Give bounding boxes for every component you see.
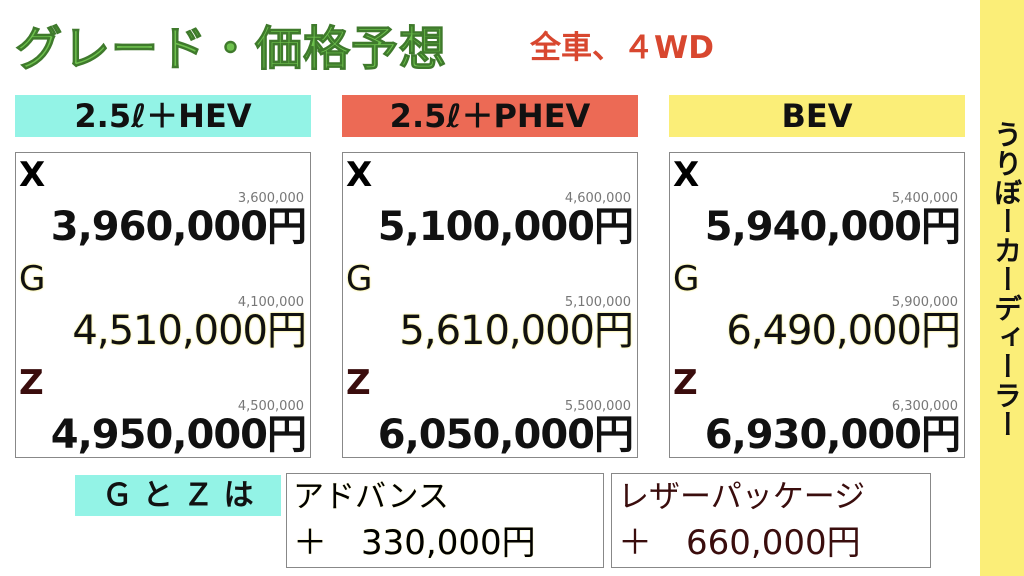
column-header-bev: BEV bbox=[669, 95, 965, 137]
grade-label: Z bbox=[673, 363, 698, 403]
banner-text: うりぼーカーディーラー bbox=[990, 120, 1023, 439]
column-header-hev: 2.5ℓ＋HEV bbox=[15, 95, 311, 137]
total-price: 4,510,000円 bbox=[72, 308, 307, 354]
grade-label: X bbox=[673, 155, 700, 195]
option-advance: アドバンス ＋ 330,000円 bbox=[286, 473, 604, 568]
grade-label: X bbox=[19, 155, 46, 195]
grade-label: Z bbox=[19, 363, 44, 403]
total-price: 5,610,000円 bbox=[399, 308, 634, 354]
option-price: ＋ 330,000円 bbox=[293, 523, 536, 563]
price-box-phev: X 4,600,000 5,100,000円 G 5,100,000 5,610,000円… bbox=[342, 152, 638, 458]
option-price: ＋ 660,000円 bbox=[618, 523, 861, 563]
grade-label: G bbox=[673, 259, 700, 299]
base-price: 4,500,000 bbox=[237, 399, 304, 414]
total-price: 3,960,000円 bbox=[50, 204, 307, 250]
total-price: 5,100,000円 bbox=[377, 204, 634, 250]
option-name: アドバンス bbox=[293, 479, 449, 515]
option-leather-package: レザーパッケージ ＋ 660,000円 bbox=[611, 473, 931, 568]
total-price: 6,490,000円 bbox=[726, 308, 961, 354]
price-box-hev: X 3,600,000 3,960,000円 G 4,100,000 4,510,000円… bbox=[15, 152, 311, 458]
page-subtitle: 全車、４WD bbox=[530, 30, 714, 66]
grade-label: G bbox=[346, 259, 373, 299]
base-price: 5,400,000 bbox=[891, 191, 958, 206]
options-label: Ｇ と Ｚ は bbox=[75, 475, 281, 516]
total-price: 6,050,000円 bbox=[377, 412, 634, 458]
total-price: 5,940,000円 bbox=[704, 204, 961, 250]
base-price: 3,600,000 bbox=[237, 191, 304, 206]
base-price: 5,100,000 bbox=[564, 295, 631, 310]
grade-label: Z bbox=[346, 363, 371, 403]
option-name: レザーパッケージ bbox=[618, 479, 866, 515]
base-price: 5,500,000 bbox=[564, 399, 631, 414]
column-header-phev: 2.5ℓ＋PHEV bbox=[342, 95, 638, 137]
base-price: 4,600,000 bbox=[564, 191, 631, 206]
total-price: 6,930,000円 bbox=[704, 412, 961, 458]
grade-label: G bbox=[19, 259, 46, 299]
base-price: 5,900,000 bbox=[891, 295, 958, 310]
side-banner: うりぼーカーディーラー bbox=[980, 0, 1024, 576]
base-price: 6,300,000 bbox=[891, 399, 958, 414]
total-price: 4,950,000円 bbox=[50, 412, 307, 458]
page-title: グレード・価格予想 bbox=[15, 22, 447, 78]
price-box-bev: X 5,400,000 5,940,000円 G 5,900,000 6,490,000円… bbox=[669, 152, 965, 458]
base-price: 4,100,000 bbox=[237, 295, 304, 310]
grade-label: X bbox=[346, 155, 373, 195]
